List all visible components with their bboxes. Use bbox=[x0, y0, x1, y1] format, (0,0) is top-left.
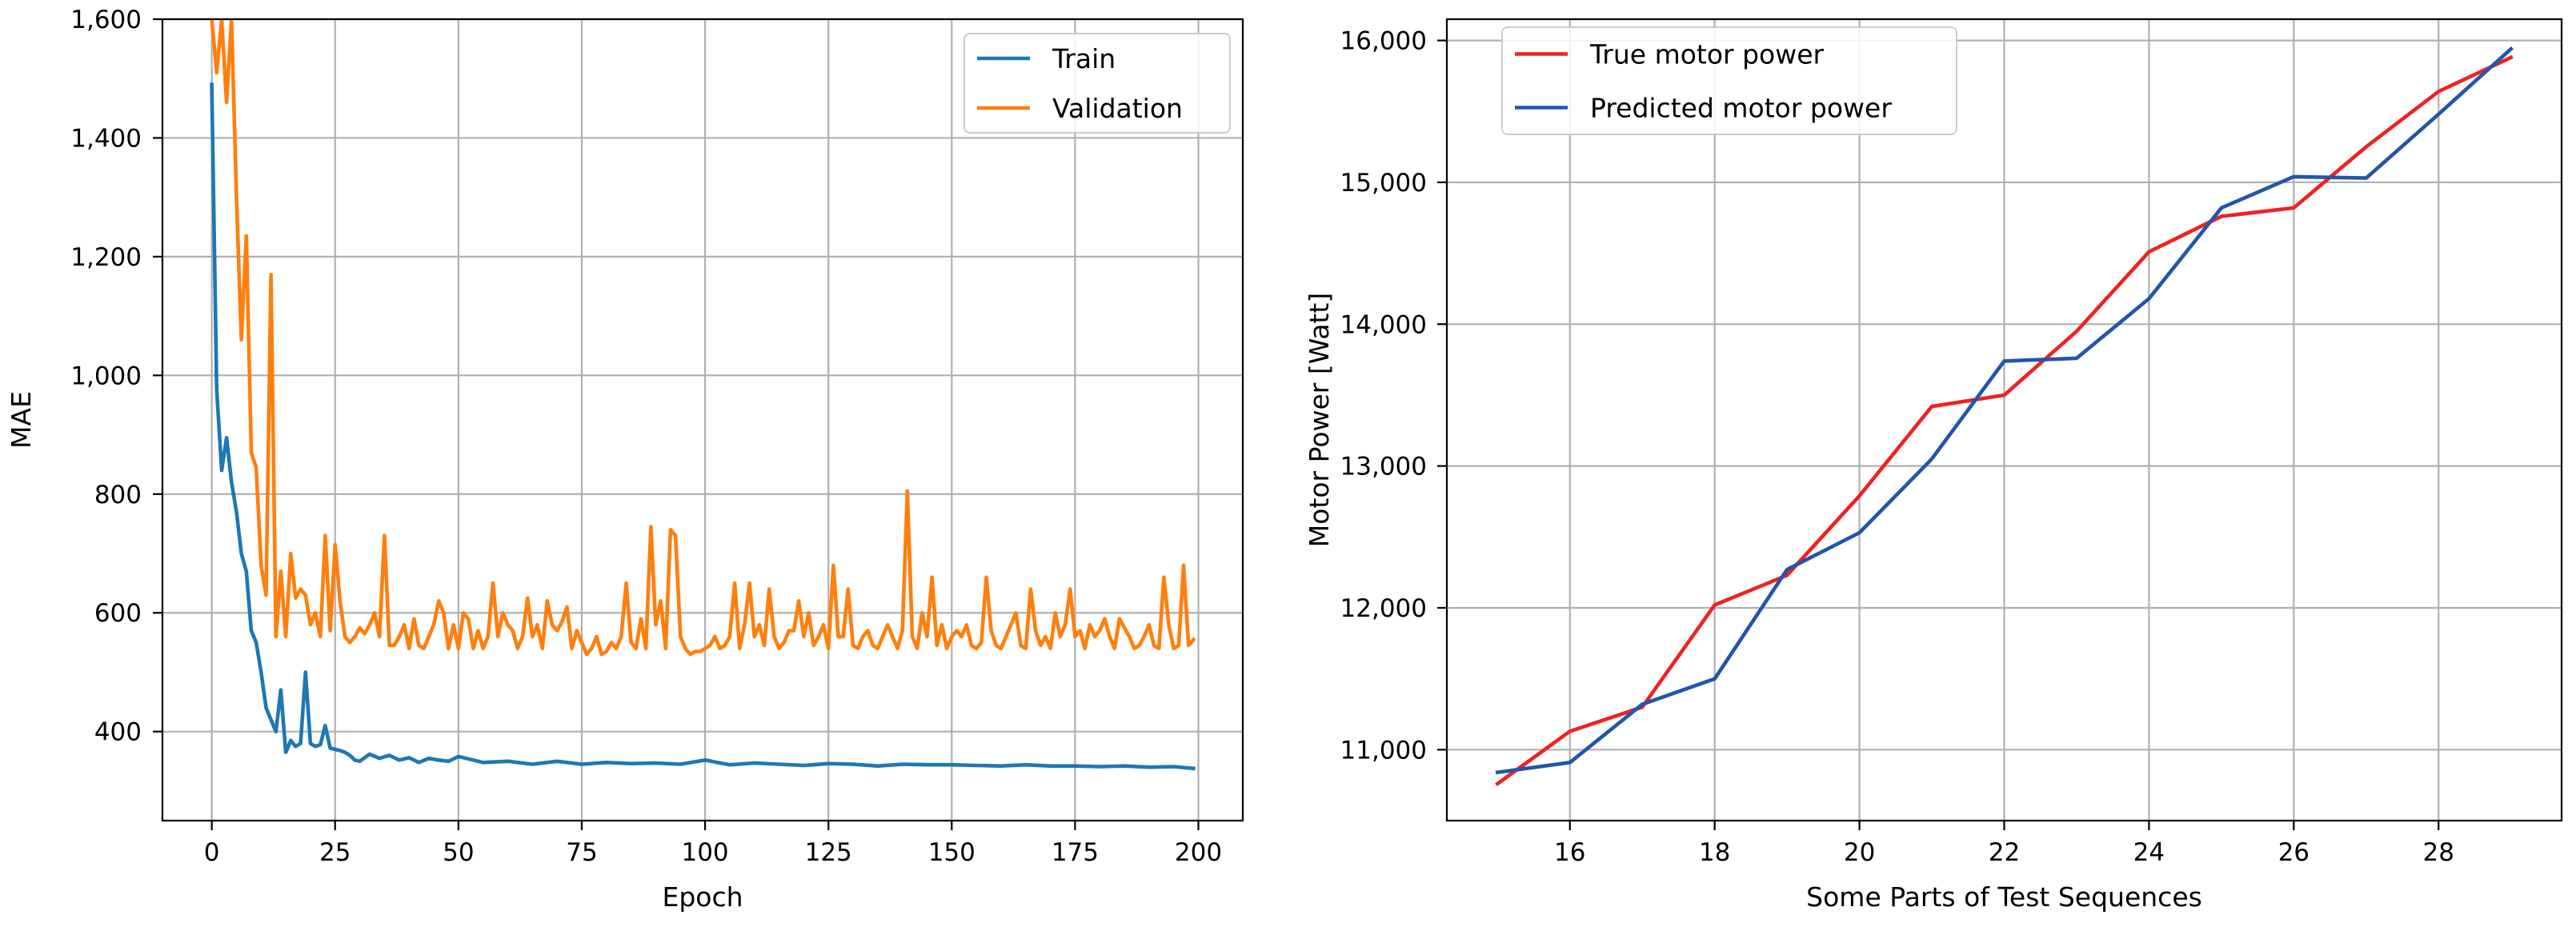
y-tick-label: 13,000 bbox=[1340, 453, 1427, 481]
legend-label: Predicted motor power bbox=[1590, 93, 1892, 124]
x-tick-label: 16 bbox=[1554, 838, 1585, 867]
y-tick-label: 600 bbox=[94, 599, 142, 628]
x-tick-label: 200 bbox=[1175, 838, 1222, 867]
legend-box bbox=[963, 33, 1231, 134]
series-line-validation bbox=[210, 19, 1196, 657]
x-tick-label: 24 bbox=[2133, 838, 2165, 867]
x-tick-label: 25 bbox=[319, 838, 351, 867]
x-tick-label: 0 bbox=[204, 838, 220, 867]
x-tick-label: 20 bbox=[1844, 838, 1875, 867]
series-line-predicted-motor-power bbox=[1495, 46, 2514, 775]
y-tick-label: 14,000 bbox=[1340, 310, 1427, 339]
y-tick-label: 1,400 bbox=[70, 124, 142, 153]
y-tick-label: 16,000 bbox=[1340, 27, 1427, 56]
series-lines bbox=[1495, 46, 2514, 787]
y-tick-label: 1,000 bbox=[70, 362, 142, 390]
grid-lines bbox=[162, 18, 1243, 821]
motor-power-chart: 16 18 20 22 24 26 28 11,000 12,000 13,000 14,000 15… bbox=[1304, 18, 2563, 913]
axes-frame bbox=[161, 18, 1244, 822]
y-axis-label: Motor Power [Watt] bbox=[1304, 293, 1335, 547]
grid-lines bbox=[1447, 19, 2562, 821]
y-axis-label: MAE bbox=[6, 391, 37, 449]
x-tick-label: 175 bbox=[1052, 838, 1099, 867]
x-tick-label: 50 bbox=[443, 838, 474, 867]
legend-label: Validation bbox=[1052, 93, 1183, 124]
legend-box bbox=[1501, 26, 1957, 135]
x-axis-label: Epoch bbox=[662, 881, 743, 913]
legend-label: True motor power bbox=[1589, 39, 1825, 70]
x-tick-label: 26 bbox=[2278, 838, 2310, 867]
x-tick-label: 18 bbox=[1699, 838, 1730, 867]
y-tick-label: 400 bbox=[94, 718, 142, 747]
y-tick-label: 11,000 bbox=[1340, 736, 1427, 765]
series-line-train bbox=[210, 82, 1196, 771]
y-tick-label: 1,600 bbox=[70, 6, 142, 34]
legend: True motor power Predicted motor power bbox=[1501, 26, 1957, 135]
x-tick-label: 125 bbox=[805, 838, 852, 867]
y-tick-label: 15,000 bbox=[1340, 169, 1427, 198]
legend: Train Validation bbox=[963, 33, 1231, 134]
series-lines bbox=[210, 19, 1196, 771]
y-tick-label: 800 bbox=[94, 481, 142, 509]
x-tick-label: 150 bbox=[928, 838, 976, 867]
y-tick-label: 12,000 bbox=[1340, 594, 1427, 623]
x-tick-label: 28 bbox=[2423, 838, 2454, 867]
x-tick-label: 100 bbox=[681, 838, 728, 867]
x-tick-label: 75 bbox=[566, 838, 597, 867]
y-tick-label: 1,200 bbox=[70, 243, 142, 272]
legend-label: Train bbox=[1052, 43, 1116, 74]
x-axis-label: Some Parts of Test Sequences bbox=[1806, 881, 2202, 913]
x-tick-label: 22 bbox=[1989, 838, 2020, 867]
series-line-true-motor-power bbox=[1495, 54, 2514, 787]
mae-training-chart: 0 25 50 75 100 125 150 175 200 400 600 800 1,000 1,20… bbox=[6, 6, 1244, 913]
